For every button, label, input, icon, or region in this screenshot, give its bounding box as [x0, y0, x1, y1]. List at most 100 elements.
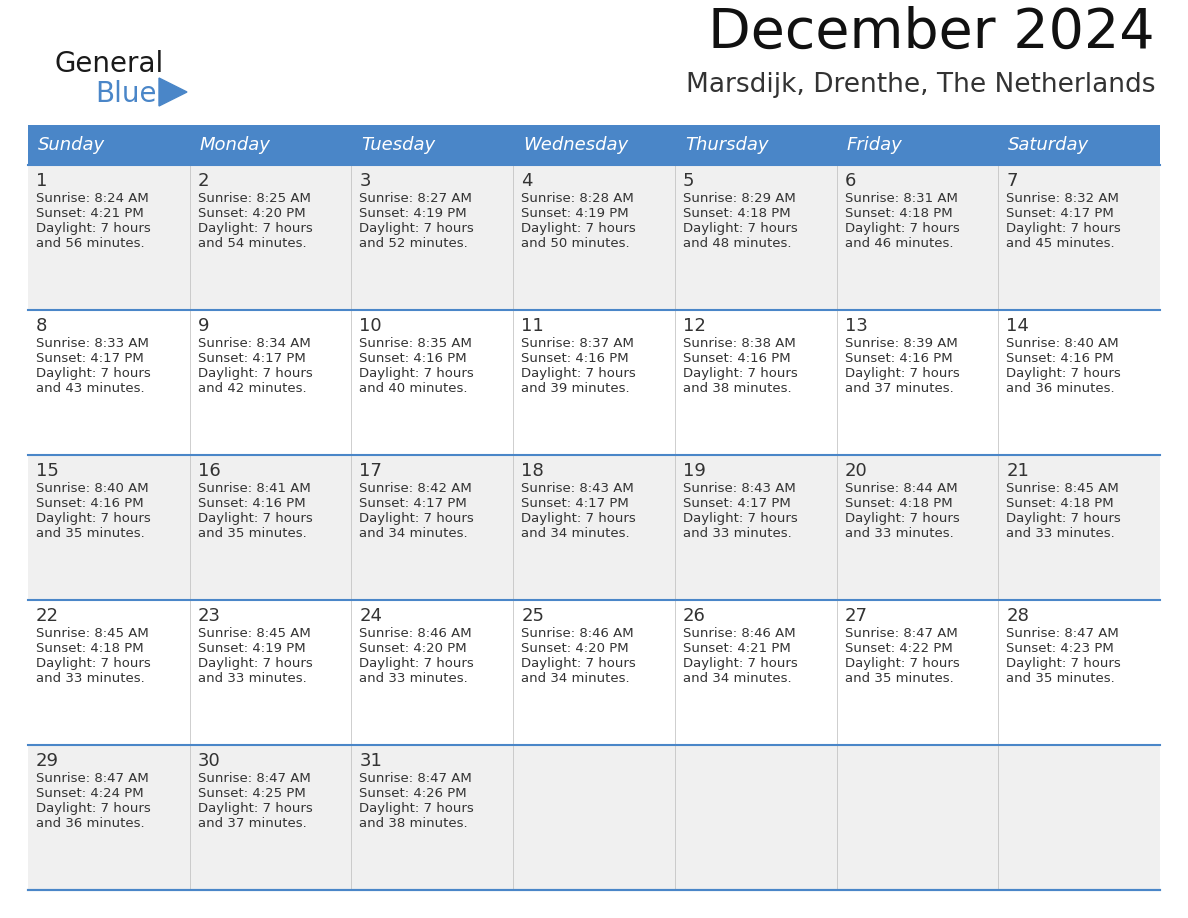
Text: and 40 minutes.: and 40 minutes. — [360, 382, 468, 395]
Text: Sunrise: 8:31 AM: Sunrise: 8:31 AM — [845, 192, 958, 205]
Text: Sunset: 4:19 PM: Sunset: 4:19 PM — [522, 207, 628, 220]
Bar — [29, 310, 1159, 455]
Text: Daylight: 7 hours: Daylight: 7 hours — [1006, 222, 1121, 235]
Text: Sunrise: 8:42 AM: Sunrise: 8:42 AM — [360, 482, 472, 495]
Text: Thursday: Thursday — [684, 136, 769, 154]
Text: 1: 1 — [36, 172, 48, 190]
Text: Sunset: 4:17 PM: Sunset: 4:17 PM — [522, 497, 628, 510]
Text: 8: 8 — [36, 317, 48, 335]
Text: Sunrise: 8:34 AM: Sunrise: 8:34 AM — [197, 337, 310, 350]
Text: Tuesday: Tuesday — [361, 136, 436, 154]
Text: and 33 minutes.: and 33 minutes. — [845, 527, 953, 540]
Text: Saturday: Saturday — [1009, 136, 1089, 154]
Text: Sunrise: 8:37 AM: Sunrise: 8:37 AM — [522, 337, 634, 350]
Text: Daylight: 7 hours: Daylight: 7 hours — [197, 222, 312, 235]
Text: Monday: Monday — [200, 136, 271, 154]
Text: Sunrise: 8:44 AM: Sunrise: 8:44 AM — [845, 482, 958, 495]
Text: 30: 30 — [197, 752, 221, 770]
Text: 5: 5 — [683, 172, 694, 190]
Bar — [998, 125, 1159, 165]
Polygon shape — [159, 78, 187, 106]
Text: Sunset: 4:17 PM: Sunset: 4:17 PM — [360, 497, 467, 510]
Text: Daylight: 7 hours: Daylight: 7 hours — [845, 512, 960, 525]
Bar — [29, 455, 1159, 600]
Text: 22: 22 — [36, 607, 59, 625]
Text: Daylight: 7 hours: Daylight: 7 hours — [360, 367, 474, 380]
Text: and 48 minutes.: and 48 minutes. — [683, 237, 791, 250]
Text: Daylight: 7 hours: Daylight: 7 hours — [36, 367, 151, 380]
Text: and 38 minutes.: and 38 minutes. — [683, 382, 791, 395]
Text: 29: 29 — [36, 752, 59, 770]
Text: Daylight: 7 hours: Daylight: 7 hours — [683, 222, 797, 235]
Text: Sunrise: 8:47 AM: Sunrise: 8:47 AM — [197, 772, 310, 785]
Text: Daylight: 7 hours: Daylight: 7 hours — [522, 512, 636, 525]
Bar — [836, 125, 998, 165]
Text: and 35 minutes.: and 35 minutes. — [197, 527, 307, 540]
Text: Sunrise: 8:24 AM: Sunrise: 8:24 AM — [36, 192, 148, 205]
Text: Sunrise: 8:45 AM: Sunrise: 8:45 AM — [1006, 482, 1119, 495]
Text: Sunrise: 8:40 AM: Sunrise: 8:40 AM — [36, 482, 148, 495]
Text: Daylight: 7 hours: Daylight: 7 hours — [683, 367, 797, 380]
Text: Daylight: 7 hours: Daylight: 7 hours — [360, 802, 474, 815]
Text: Sunset: 4:17 PM: Sunset: 4:17 PM — [36, 352, 144, 365]
Bar — [190, 125, 352, 165]
Text: and 33 minutes.: and 33 minutes. — [683, 527, 791, 540]
Text: 12: 12 — [683, 317, 706, 335]
Text: and 39 minutes.: and 39 minutes. — [522, 382, 630, 395]
Text: Sunset: 4:17 PM: Sunset: 4:17 PM — [1006, 207, 1114, 220]
Text: Daylight: 7 hours: Daylight: 7 hours — [36, 657, 151, 670]
Text: and 35 minutes.: and 35 minutes. — [1006, 672, 1116, 685]
Text: Sunset: 4:16 PM: Sunset: 4:16 PM — [197, 497, 305, 510]
Text: Daylight: 7 hours: Daylight: 7 hours — [845, 367, 960, 380]
Text: Sunset: 4:17 PM: Sunset: 4:17 PM — [197, 352, 305, 365]
Text: Sunrise: 8:46 AM: Sunrise: 8:46 AM — [522, 627, 633, 640]
Text: Sunrise: 8:46 AM: Sunrise: 8:46 AM — [360, 627, 472, 640]
Text: Sunset: 4:23 PM: Sunset: 4:23 PM — [1006, 642, 1114, 655]
Text: Daylight: 7 hours: Daylight: 7 hours — [683, 512, 797, 525]
Text: Sunrise: 8:47 AM: Sunrise: 8:47 AM — [845, 627, 958, 640]
Text: Daylight: 7 hours: Daylight: 7 hours — [1006, 657, 1121, 670]
Text: Daylight: 7 hours: Daylight: 7 hours — [197, 657, 312, 670]
Text: Daylight: 7 hours: Daylight: 7 hours — [845, 657, 960, 670]
Text: Daylight: 7 hours: Daylight: 7 hours — [360, 222, 474, 235]
Text: 11: 11 — [522, 317, 544, 335]
Text: Sunset: 4:19 PM: Sunset: 4:19 PM — [360, 207, 467, 220]
Text: Sunset: 4:25 PM: Sunset: 4:25 PM — [197, 787, 305, 800]
Text: Daylight: 7 hours: Daylight: 7 hours — [197, 367, 312, 380]
Text: and 46 minutes.: and 46 minutes. — [845, 237, 953, 250]
Text: Daylight: 7 hours: Daylight: 7 hours — [522, 367, 636, 380]
Text: Sunrise: 8:40 AM: Sunrise: 8:40 AM — [1006, 337, 1119, 350]
Text: Sunset: 4:16 PM: Sunset: 4:16 PM — [845, 352, 953, 365]
Text: Daylight: 7 hours: Daylight: 7 hours — [522, 222, 636, 235]
Text: Daylight: 7 hours: Daylight: 7 hours — [845, 222, 960, 235]
Text: 3: 3 — [360, 172, 371, 190]
Text: 21: 21 — [1006, 462, 1029, 480]
Text: 17: 17 — [360, 462, 383, 480]
Text: Sunrise: 8:41 AM: Sunrise: 8:41 AM — [197, 482, 310, 495]
Text: Daylight: 7 hours: Daylight: 7 hours — [1006, 367, 1121, 380]
Text: Sunset: 4:19 PM: Sunset: 4:19 PM — [197, 642, 305, 655]
Text: Daylight: 7 hours: Daylight: 7 hours — [683, 657, 797, 670]
Text: 24: 24 — [360, 607, 383, 625]
Text: Sunset: 4:16 PM: Sunset: 4:16 PM — [360, 352, 467, 365]
Text: 19: 19 — [683, 462, 706, 480]
Text: and 34 minutes.: and 34 minutes. — [522, 672, 630, 685]
Text: 2: 2 — [197, 172, 209, 190]
Text: Sunrise: 8:45 AM: Sunrise: 8:45 AM — [36, 627, 148, 640]
Text: Sunset: 4:20 PM: Sunset: 4:20 PM — [197, 207, 305, 220]
Text: Daylight: 7 hours: Daylight: 7 hours — [36, 222, 151, 235]
Text: and 36 minutes.: and 36 minutes. — [36, 817, 145, 830]
Text: and 50 minutes.: and 50 minutes. — [522, 237, 630, 250]
Text: Sunset: 4:16 PM: Sunset: 4:16 PM — [36, 497, 144, 510]
Text: Marsdijk, Drenthe, The Netherlands: Marsdijk, Drenthe, The Netherlands — [685, 72, 1155, 98]
Text: Sunset: 4:26 PM: Sunset: 4:26 PM — [360, 787, 467, 800]
Text: Sunrise: 8:39 AM: Sunrise: 8:39 AM — [845, 337, 958, 350]
Text: 20: 20 — [845, 462, 867, 480]
Text: and 34 minutes.: and 34 minutes. — [360, 527, 468, 540]
Text: Sunset: 4:24 PM: Sunset: 4:24 PM — [36, 787, 144, 800]
Text: Sunset: 4:18 PM: Sunset: 4:18 PM — [683, 207, 790, 220]
Text: 13: 13 — [845, 317, 867, 335]
Text: and 45 minutes.: and 45 minutes. — [1006, 237, 1114, 250]
Text: Sunset: 4:16 PM: Sunset: 4:16 PM — [1006, 352, 1114, 365]
Bar — [29, 600, 1159, 745]
